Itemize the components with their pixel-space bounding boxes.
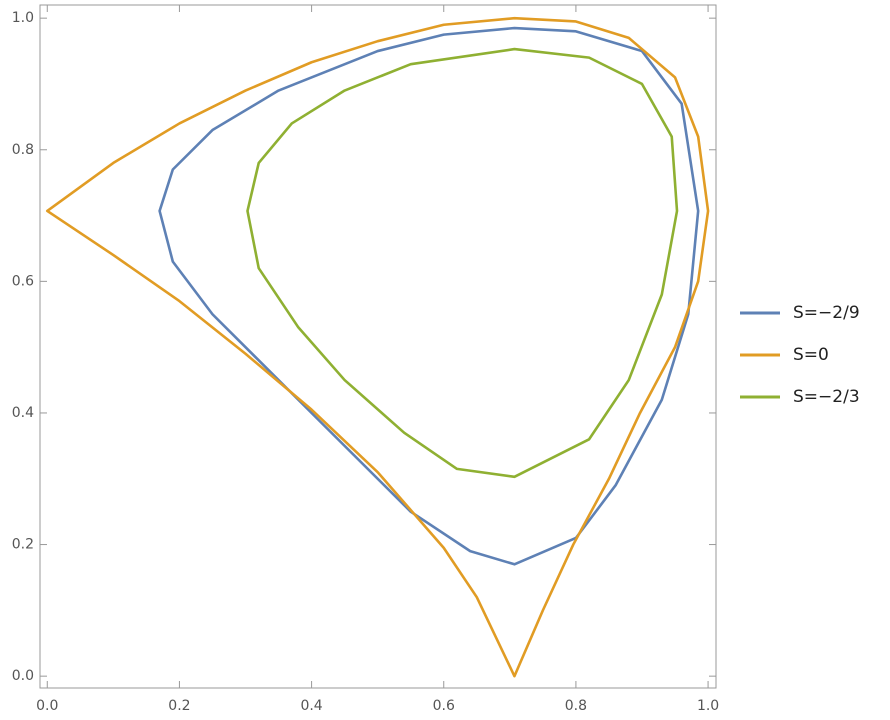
curve <box>246 47 679 479</box>
y-tick-label: 0.4 <box>12 405 34 421</box>
y-tick-label: 0.8 <box>12 142 34 158</box>
x-tick-label: 0.8 <box>565 698 587 714</box>
x-tick-label: 0.4 <box>300 698 322 714</box>
x-tick-label: 0.0 <box>36 698 58 714</box>
legend-label: S=−2/9 <box>793 303 860 323</box>
plot-frame <box>39 4 717 689</box>
legend-label: S=−2/3 <box>793 387 860 407</box>
y-tick-label: 1.0 <box>12 10 34 26</box>
curve <box>45 16 710 678</box>
y-tick-label: 0.0 <box>12 668 34 684</box>
y-tick-label: 0.2 <box>12 537 34 553</box>
legend: S=−2/9 S=0 S=−2/3 <box>740 303 860 407</box>
x-tick-label: 0.2 <box>168 698 190 714</box>
x-tick-label: 0.6 <box>433 698 455 714</box>
x-tick-label: 1.0 <box>697 698 719 714</box>
y-tick-label: 0.6 <box>12 273 34 289</box>
legend-label: S=0 <box>793 345 829 365</box>
curve <box>158 26 700 566</box>
